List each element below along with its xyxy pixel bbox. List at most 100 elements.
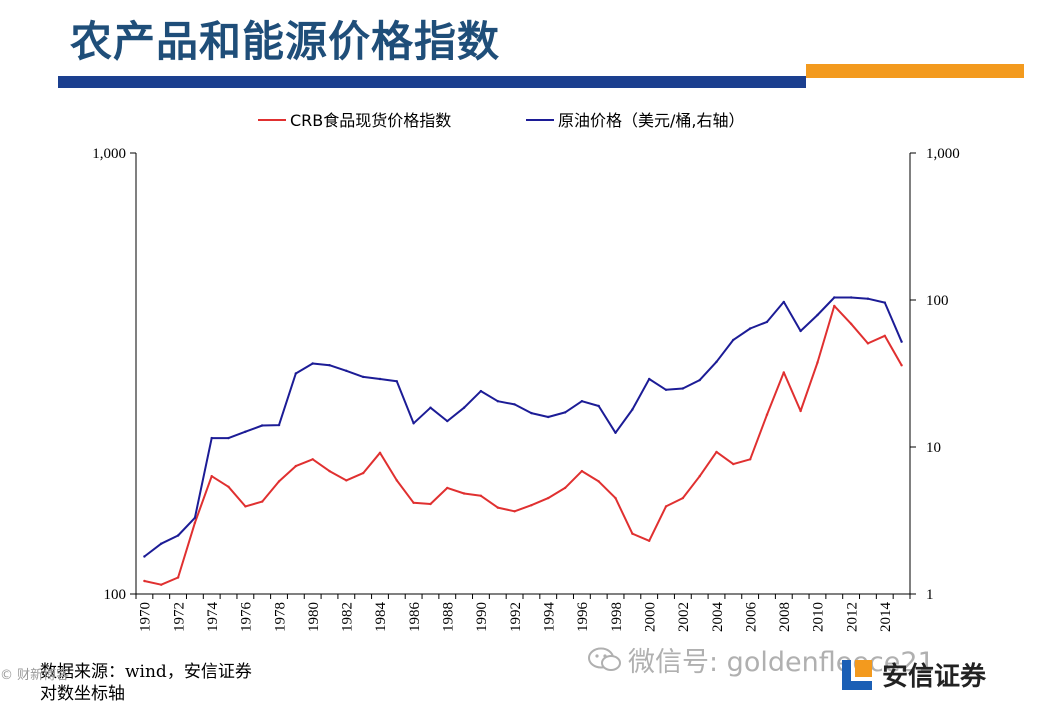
y-right-tick-label: 1,000 [926,146,960,162]
data-point-oil [193,516,197,519]
data-point-crb [277,480,281,483]
data-point-oil [597,404,600,408]
data-point-crb [378,451,382,454]
data-point-crb [412,501,415,504]
watermark-left: © 财新博客 [0,668,70,683]
data-point-oil [563,411,567,414]
data-point-oil [749,327,752,330]
x-tick-label: 1970 [138,602,154,632]
company-logo-text: 安信证券 [882,662,987,692]
data-point-crb [176,576,180,579]
data-point-crb [530,504,533,507]
x-tick-label: 1984 [373,602,389,633]
data-point-oil [395,380,398,383]
data-point-oil [496,400,499,403]
data-point-oil [210,436,213,440]
data-point-oil [698,378,701,382]
company-logo: 安信证券 [840,656,986,693]
wechat-watermark: 微信号: goldenfleece21 [588,640,935,679]
data-point-oil [900,340,903,343]
data-point-oil [782,300,785,304]
data-source-note: 数据来源：wind，安信证券 [40,662,252,682]
x-tick-label: 2000 [642,602,658,632]
data-point-oil [732,338,735,342]
data-point-oil [664,388,668,391]
data-point-crb [732,462,735,466]
data-point-oil [176,534,180,537]
data-point-crb [563,486,567,490]
company-logo-mark [840,658,874,692]
data-point-oil [799,329,802,333]
legend-label-oil: 原油价格（美元/桶,右轴） [558,111,744,130]
data-point-oil [328,364,331,367]
data-point-oil [513,403,516,406]
data-point-oil [530,411,533,415]
x-tick-label: 2012 [844,602,860,632]
data-point-crb [160,583,163,586]
y-left-tick-label: 100 [104,587,127,603]
data-point-crb [597,480,600,483]
x-tick-label: 2008 [777,602,793,632]
data-point-crb [715,450,718,454]
data-point-oil [547,415,550,419]
series-line-oil [143,296,903,558]
data-point-oil [580,400,584,403]
data-point-crb [462,492,466,495]
data-point-oil [479,389,483,393]
data-point-oil [160,542,163,545]
data-point-oil [378,377,382,381]
series-line-crb [144,304,903,586]
data-point-oil [429,406,432,409]
data-point-crb [833,304,836,308]
data-point-oil [362,375,365,379]
y-right-tick-label: 10 [926,440,941,456]
y-left-tick-label: 1,000 [92,146,126,162]
x-tick-label: 1998 [609,602,625,632]
x-tick-label: 1982 [340,602,356,632]
data-point-oil [311,362,314,365]
x-tick-label: 1986 [407,602,423,633]
data-point-crb [210,475,213,478]
data-point-crb [698,475,701,478]
data-point-crb [143,579,146,583]
data-point-oil [294,372,297,375]
x-tick-label: 1978 [272,602,288,632]
data-point-oil [849,296,853,299]
data-point-crb [883,334,886,337]
x-tick-label: 2014 [878,602,894,633]
data-point-crb [816,361,819,364]
data-point-crb [479,494,483,497]
data-point-oil [244,430,247,433]
data-point-crb [513,510,516,513]
x-tick-label: 1996 [575,602,591,633]
legend-label-crb: CRB食品现货价格指数 [290,111,451,130]
wechat-icon [588,647,622,673]
slide-title: 农产品和能源价格指数 [70,17,501,66]
data-point-crb [681,496,684,500]
data-point-oil [883,301,886,304]
log-scale-note: 对数坐标轴 [40,684,125,704]
chart-series [143,296,903,586]
data-point-crb [446,486,449,490]
data-point-crb [429,502,432,506]
x-tick-label: 1980 [306,602,322,632]
x-tick-label: 2002 [676,602,692,632]
data-point-oil [833,296,836,299]
data-point-crb [244,505,247,508]
data-point-crb [496,506,499,509]
wechat-watermark-text: 微信号: goldenfleece21 [628,647,935,678]
data-point-oil [261,424,264,427]
title-underline-navy [58,76,806,88]
data-point-crb [311,458,314,461]
data-point-oil [345,369,348,372]
data-point-crb [799,409,802,413]
x-tick-label: 1976 [239,602,255,633]
data-point-oil [143,555,146,558]
y-right-tick-label: 100 [926,293,949,309]
data-point-crb [294,464,297,468]
x-tick-label: 1992 [508,602,524,632]
data-point-crb [631,532,634,535]
x-tick-label: 1990 [474,602,490,632]
data-point-oil [648,377,651,381]
